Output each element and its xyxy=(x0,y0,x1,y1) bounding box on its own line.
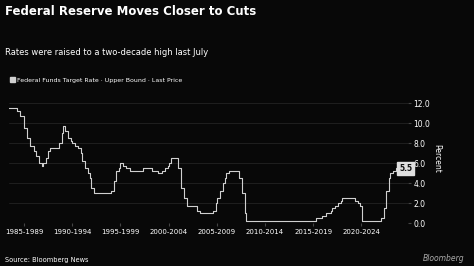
Text: Source: Bloomberg News: Source: Bloomberg News xyxy=(5,257,88,263)
Y-axis label: Percent: Percent xyxy=(432,144,441,173)
Text: Bloomberg: Bloomberg xyxy=(423,254,465,263)
Text: Rates were raised to a two-decade high last July: Rates were raised to a two-decade high l… xyxy=(5,48,208,57)
Legend: Federal Funds Target Rate · Upper Bound · Last Price: Federal Funds Target Rate · Upper Bound … xyxy=(8,75,185,85)
Text: Federal Reserve Moves Closer to Cuts: Federal Reserve Moves Closer to Cuts xyxy=(5,5,256,18)
Text: 5.5: 5.5 xyxy=(399,164,412,173)
